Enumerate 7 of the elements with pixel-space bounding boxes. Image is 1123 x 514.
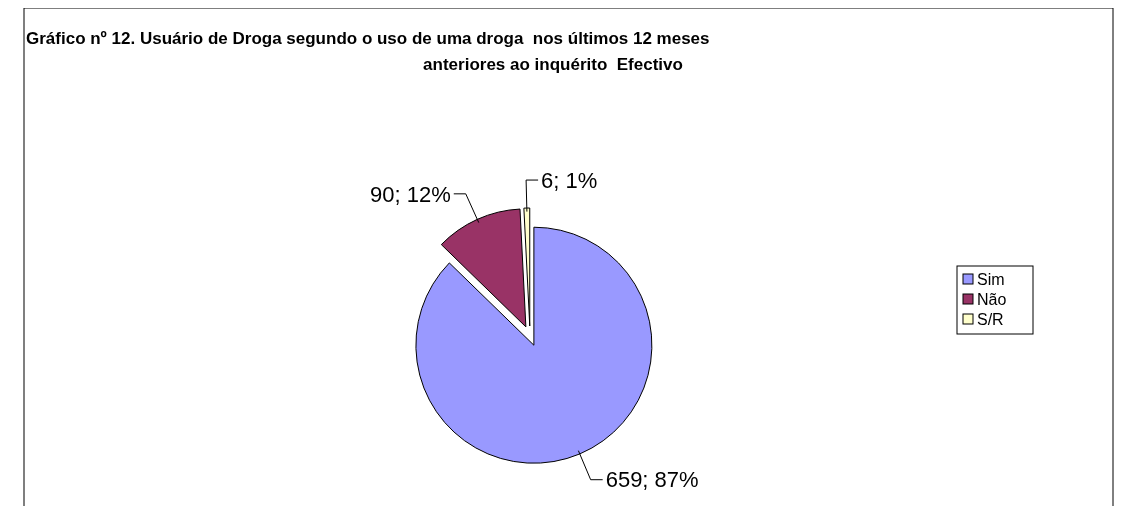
chart-title: Gráfico nº 12. Usuário de Droga segundo o uso de uma droga nos últimos 12 meses anteriores ao inquérito Efectivo — [26, 29, 710, 74]
legend-label: S/R — [977, 310, 1004, 328]
data-label: 659; 87% — [605, 467, 699, 493]
data-label: 6; 1% — [541, 167, 598, 193]
legend-label: Não — [977, 290, 1007, 308]
data-label: 90; 12% — [370, 181, 451, 207]
legend-label: Sim — [977, 270, 1005, 288]
